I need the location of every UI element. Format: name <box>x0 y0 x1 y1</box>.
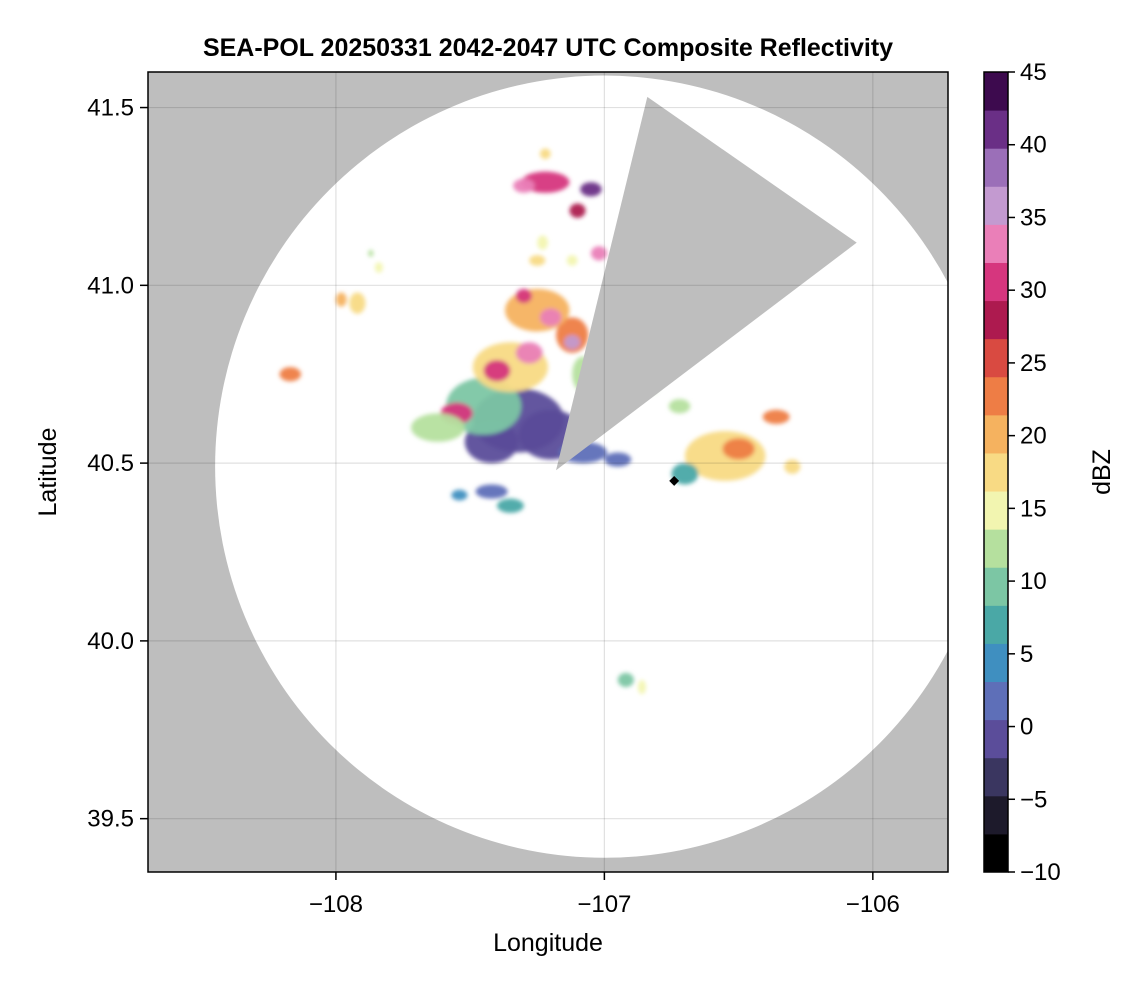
colorbar: −10 −5 0 5 10 15 20 25 30 35 40 45 <box>983 59 1061 886</box>
echo-cell <box>569 203 586 218</box>
echo-cell <box>784 459 801 474</box>
x-axis: −108 −107 −106 <box>309 872 900 918</box>
colorbar-tick-label: 5 <box>1020 641 1033 668</box>
colorbar-segment <box>984 414 1008 454</box>
colorbar-tick-label: 30 <box>1020 277 1047 304</box>
echo-cell <box>279 367 302 382</box>
colorbar-tick-label: 25 <box>1020 350 1047 377</box>
echo-cell <box>515 288 532 304</box>
colorbar-segment <box>984 833 1008 873</box>
colorbar-segment <box>984 529 1008 568</box>
echo-cell <box>668 399 691 414</box>
echo-cell <box>496 498 524 513</box>
echo-cell <box>411 413 465 442</box>
plot-frame <box>147 71 949 873</box>
echo-cell <box>762 409 790 424</box>
chart-title: SEA-POL 20250331 2042-2047 UTC Composite… <box>203 34 893 62</box>
y-tick-label: 40.0 <box>87 628 134 655</box>
echo-cell <box>451 489 468 501</box>
radar-site-marker <box>669 475 680 486</box>
colorbar-segment <box>984 681 1008 721</box>
grid-lines <box>148 72 948 872</box>
echo-cell <box>505 288 570 332</box>
echo-cell <box>483 360 511 382</box>
echo-cells <box>279 148 801 695</box>
colorbar-label: dBZ <box>1088 449 1116 495</box>
y-axis-label: Latitude <box>34 428 62 517</box>
colorbar-segment <box>984 186 1008 225</box>
colorbar-tick-label: 0 <box>1020 714 1033 741</box>
echo-cell <box>475 484 508 499</box>
echo-cell <box>617 672 634 688</box>
colorbar-segment <box>984 338 1008 378</box>
colorbar-segment <box>984 376 1008 416</box>
y-tick-label: 39.5 <box>87 806 134 833</box>
colorbar-segment <box>984 148 1008 187</box>
echo-cell <box>564 335 581 350</box>
colorbar-segment <box>984 757 1008 797</box>
x-axis-label: Longitude <box>493 929 603 957</box>
echo-cell <box>537 235 548 250</box>
y-axis: 39.5 40.0 40.5 41.0 41.5 <box>87 95 148 833</box>
echo-cell <box>513 178 535 193</box>
blocked-sector <box>556 96 857 471</box>
colorbar-tick-label: 20 <box>1020 423 1047 450</box>
colorbar-segment <box>984 567 1008 606</box>
colorbar-segment <box>984 452 1008 492</box>
colorbar-tick-label: 35 <box>1020 204 1047 231</box>
colorbar-segment <box>984 72 1008 111</box>
echo-cell <box>529 255 546 266</box>
echo-cell <box>335 292 347 307</box>
colorbar-segment <box>984 224 1008 263</box>
colorbar-segment <box>984 605 1008 644</box>
echo-cell <box>604 452 632 467</box>
echo-cell <box>590 246 608 261</box>
echo-cell <box>368 249 374 257</box>
colorbar-tick-label: −10 <box>1020 859 1061 886</box>
echo-cell <box>671 463 699 485</box>
colorbar-segment <box>984 262 1008 302</box>
plot-area <box>148 72 948 872</box>
echo-layer <box>279 148 801 695</box>
colorbar-segment <box>984 719 1008 759</box>
colorbar-tick-label: 45 <box>1020 59 1047 86</box>
colorbar-segment <box>984 795 1008 835</box>
echo-cell <box>539 308 562 327</box>
x-tick-label: −108 <box>309 891 363 918</box>
x-tick-label: −106 <box>846 891 900 918</box>
x-tick-label: −107 <box>577 891 631 918</box>
y-tick-label: 41.0 <box>87 272 134 299</box>
colorbar-tick-label: 15 <box>1020 495 1047 522</box>
echo-cell <box>637 680 646 695</box>
echo-cell <box>349 292 366 314</box>
colorbar-segment <box>984 491 1008 530</box>
y-tick-label: 40.5 <box>87 450 134 477</box>
colorbar-tick-label: 10 <box>1020 568 1047 595</box>
colorbar-tick-label: 40 <box>1020 132 1047 159</box>
echo-cell <box>515 342 543 364</box>
echo-cell <box>374 262 383 273</box>
echo-cell <box>722 438 755 460</box>
echo-cell <box>580 182 602 197</box>
colorbar-frame <box>983 71 1009 873</box>
colorbar-segment <box>984 643 1008 683</box>
colorbar-segment <box>984 300 1008 340</box>
colorbar-segment <box>984 110 1008 149</box>
echo-cell <box>566 255 578 266</box>
echo-cell <box>539 148 551 160</box>
colorbar-tick-label: −5 <box>1020 786 1047 813</box>
y-tick-label: 41.5 <box>87 95 134 122</box>
